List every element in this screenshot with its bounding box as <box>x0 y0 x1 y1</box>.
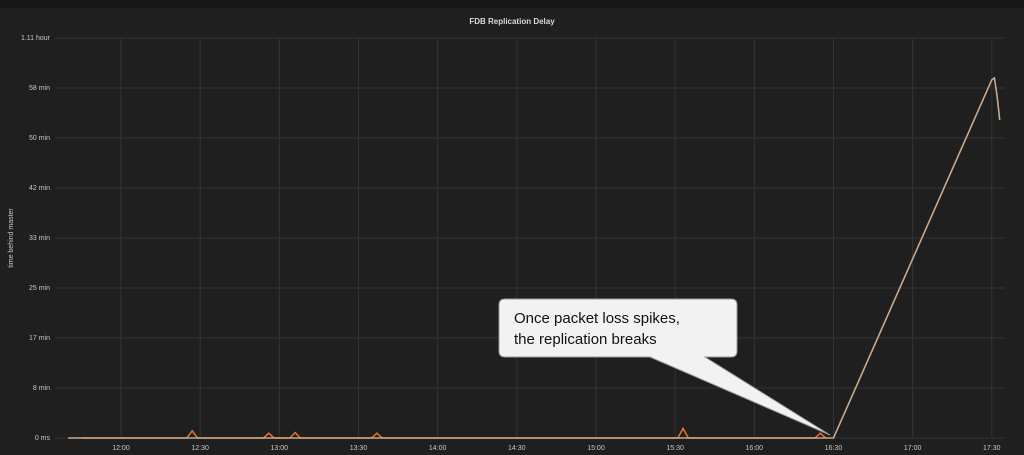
series-line <box>68 76 1001 439</box>
y-tick-label: 50 min <box>29 135 50 142</box>
x-tick-label: 14:00 <box>429 445 447 452</box>
x-tick-label: 12:00 <box>112 445 130 452</box>
panel <box>0 8 1024 455</box>
y-tick-label: 0 ms <box>35 435 51 442</box>
callout: Once packet loss spikes, the replication… <box>498 298 831 436</box>
y-tick-label: 17 min <box>29 335 50 342</box>
y-tick-label: 42 min <box>29 185 50 192</box>
y-tick-label: 8 min <box>33 385 50 392</box>
y-axis-label: time behind master <box>8 208 15 268</box>
grid: 0 ms 8 min 17 min 25 min 33 min 42 min 50 min 5… <box>21 35 1005 452</box>
y-tick-label: 33 min <box>29 235 50 242</box>
x-tick-label: 17:30 <box>983 445 1001 452</box>
x-tick-label: 14:30 <box>508 445 526 452</box>
series <box>68 76 1001 439</box>
x-tick-label: 13:00 <box>271 445 289 452</box>
y-tick-label: 25 min <box>29 285 50 292</box>
x-tick-label: 15:30 <box>666 445 684 452</box>
x-tick-label: 13:30 <box>350 445 368 452</box>
x-tick-label: 17:00 <box>904 445 922 452</box>
x-tick-label: 15:00 <box>587 445 605 452</box>
callout-box <box>498 298 831 436</box>
y-tick-label: 58 min <box>29 85 50 92</box>
annotation-line: the replication breaks <box>514 331 657 348</box>
chart-title: FDB Replication Delay <box>469 17 555 26</box>
x-tick-label: 12:30 <box>191 445 209 452</box>
x-tick-label: 16:00 <box>746 445 764 452</box>
y-tick-label: 1.11 hour <box>21 35 51 42</box>
annotation-line: Once packet loss spikes, <box>514 310 680 327</box>
x-tick-label: 16:30 <box>825 445 843 452</box>
